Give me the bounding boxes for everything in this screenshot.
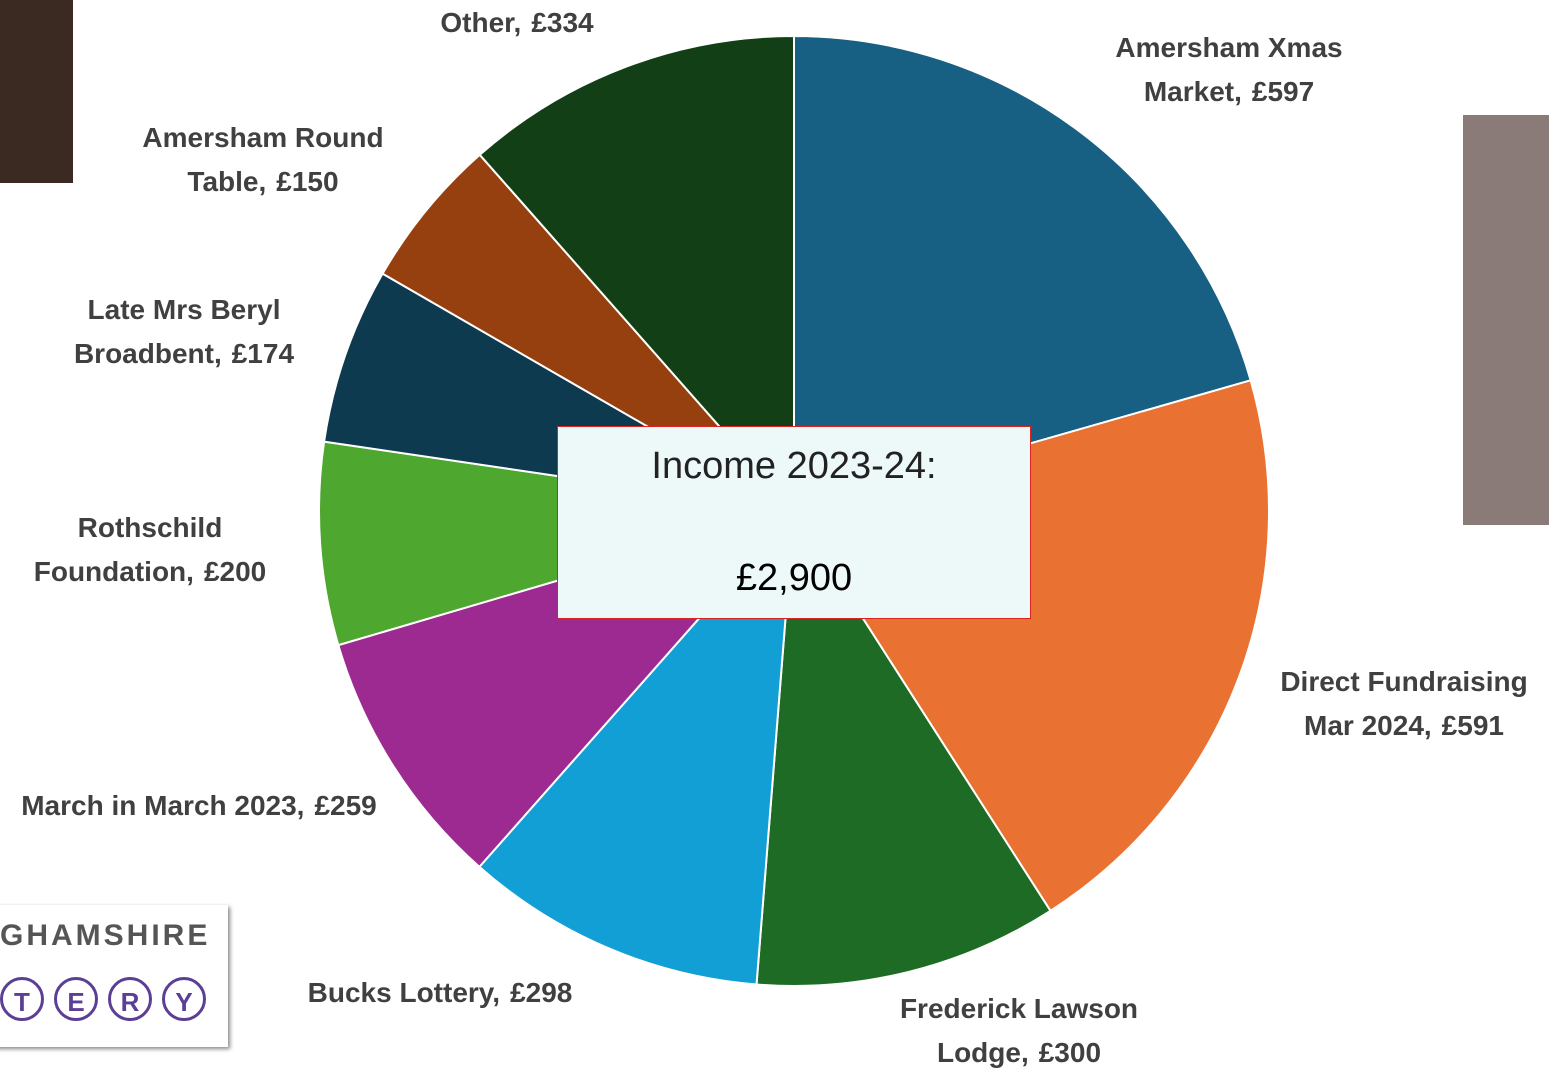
photo [0,0,73,183]
label-value: £174 [231,338,295,369]
label-value: £334 [531,7,594,38]
pie-slice [477,508,796,986]
data-label: Rothschild Foundation, £200 [0,506,300,594]
pie-slice [381,153,795,512]
center-title: Income 2023-24: [651,445,937,487]
data-label: Late Mrs Beryl Broadbent, £174 [44,288,324,376]
label-name: Amersham Round Table, [142,122,384,197]
data-label: Bucks Lottery, £298 [270,971,610,1015]
label-name: Other, [440,7,522,38]
label-name: Rothschild Foundation, [33,512,223,587]
logo-letter: T [0,977,44,1021]
label-name: Frederick Lawson Lodge, [899,993,1139,1068]
pie-slice [793,34,1252,513]
label-value: £597 [1251,76,1315,107]
data-label: Frederick Lawson Lodge, £300 [874,987,1164,1075]
center-box: Income 2023-24: £2,900 [557,426,1031,619]
label-name: Late Mrs Beryl Broadbent, [73,294,281,369]
label-name: March in March 2023, [21,790,305,821]
logo-letter: E [54,977,98,1021]
logo-letter: Y [162,977,206,1021]
photo [1463,115,1549,525]
label-value: £200 [203,556,267,587]
logo-letter: R [108,977,152,1021]
label-name: Bucks Lottery, [307,977,501,1008]
label-value: £591 [1441,710,1504,741]
label-value: £298 [510,977,573,1008]
pie-slice [478,34,795,514]
data-label: Direct Fundraising Mar 2024, £591 [1259,660,1549,748]
label-value: £300 [1038,1037,1102,1068]
label-value: £259 [314,790,377,821]
data-label: Other, £334 [397,1,637,45]
label-name: Amersham Xmas Market, [1115,32,1343,107]
data-label: Amersham Round Table, £150 [113,116,413,204]
label-value: £150 [276,166,339,197]
center-value: £2,900 [735,557,853,599]
data-label: March in March 2023, £259 [19,784,379,828]
logo-text: GHAMSHIRE [0,919,211,952]
label-name: Direct Fundraising Mar 2024, [1280,666,1528,741]
data-label: Amersham Xmas Market, £597 [1089,26,1369,114]
pie-slice [318,440,795,647]
pie-slice [755,507,1052,987]
